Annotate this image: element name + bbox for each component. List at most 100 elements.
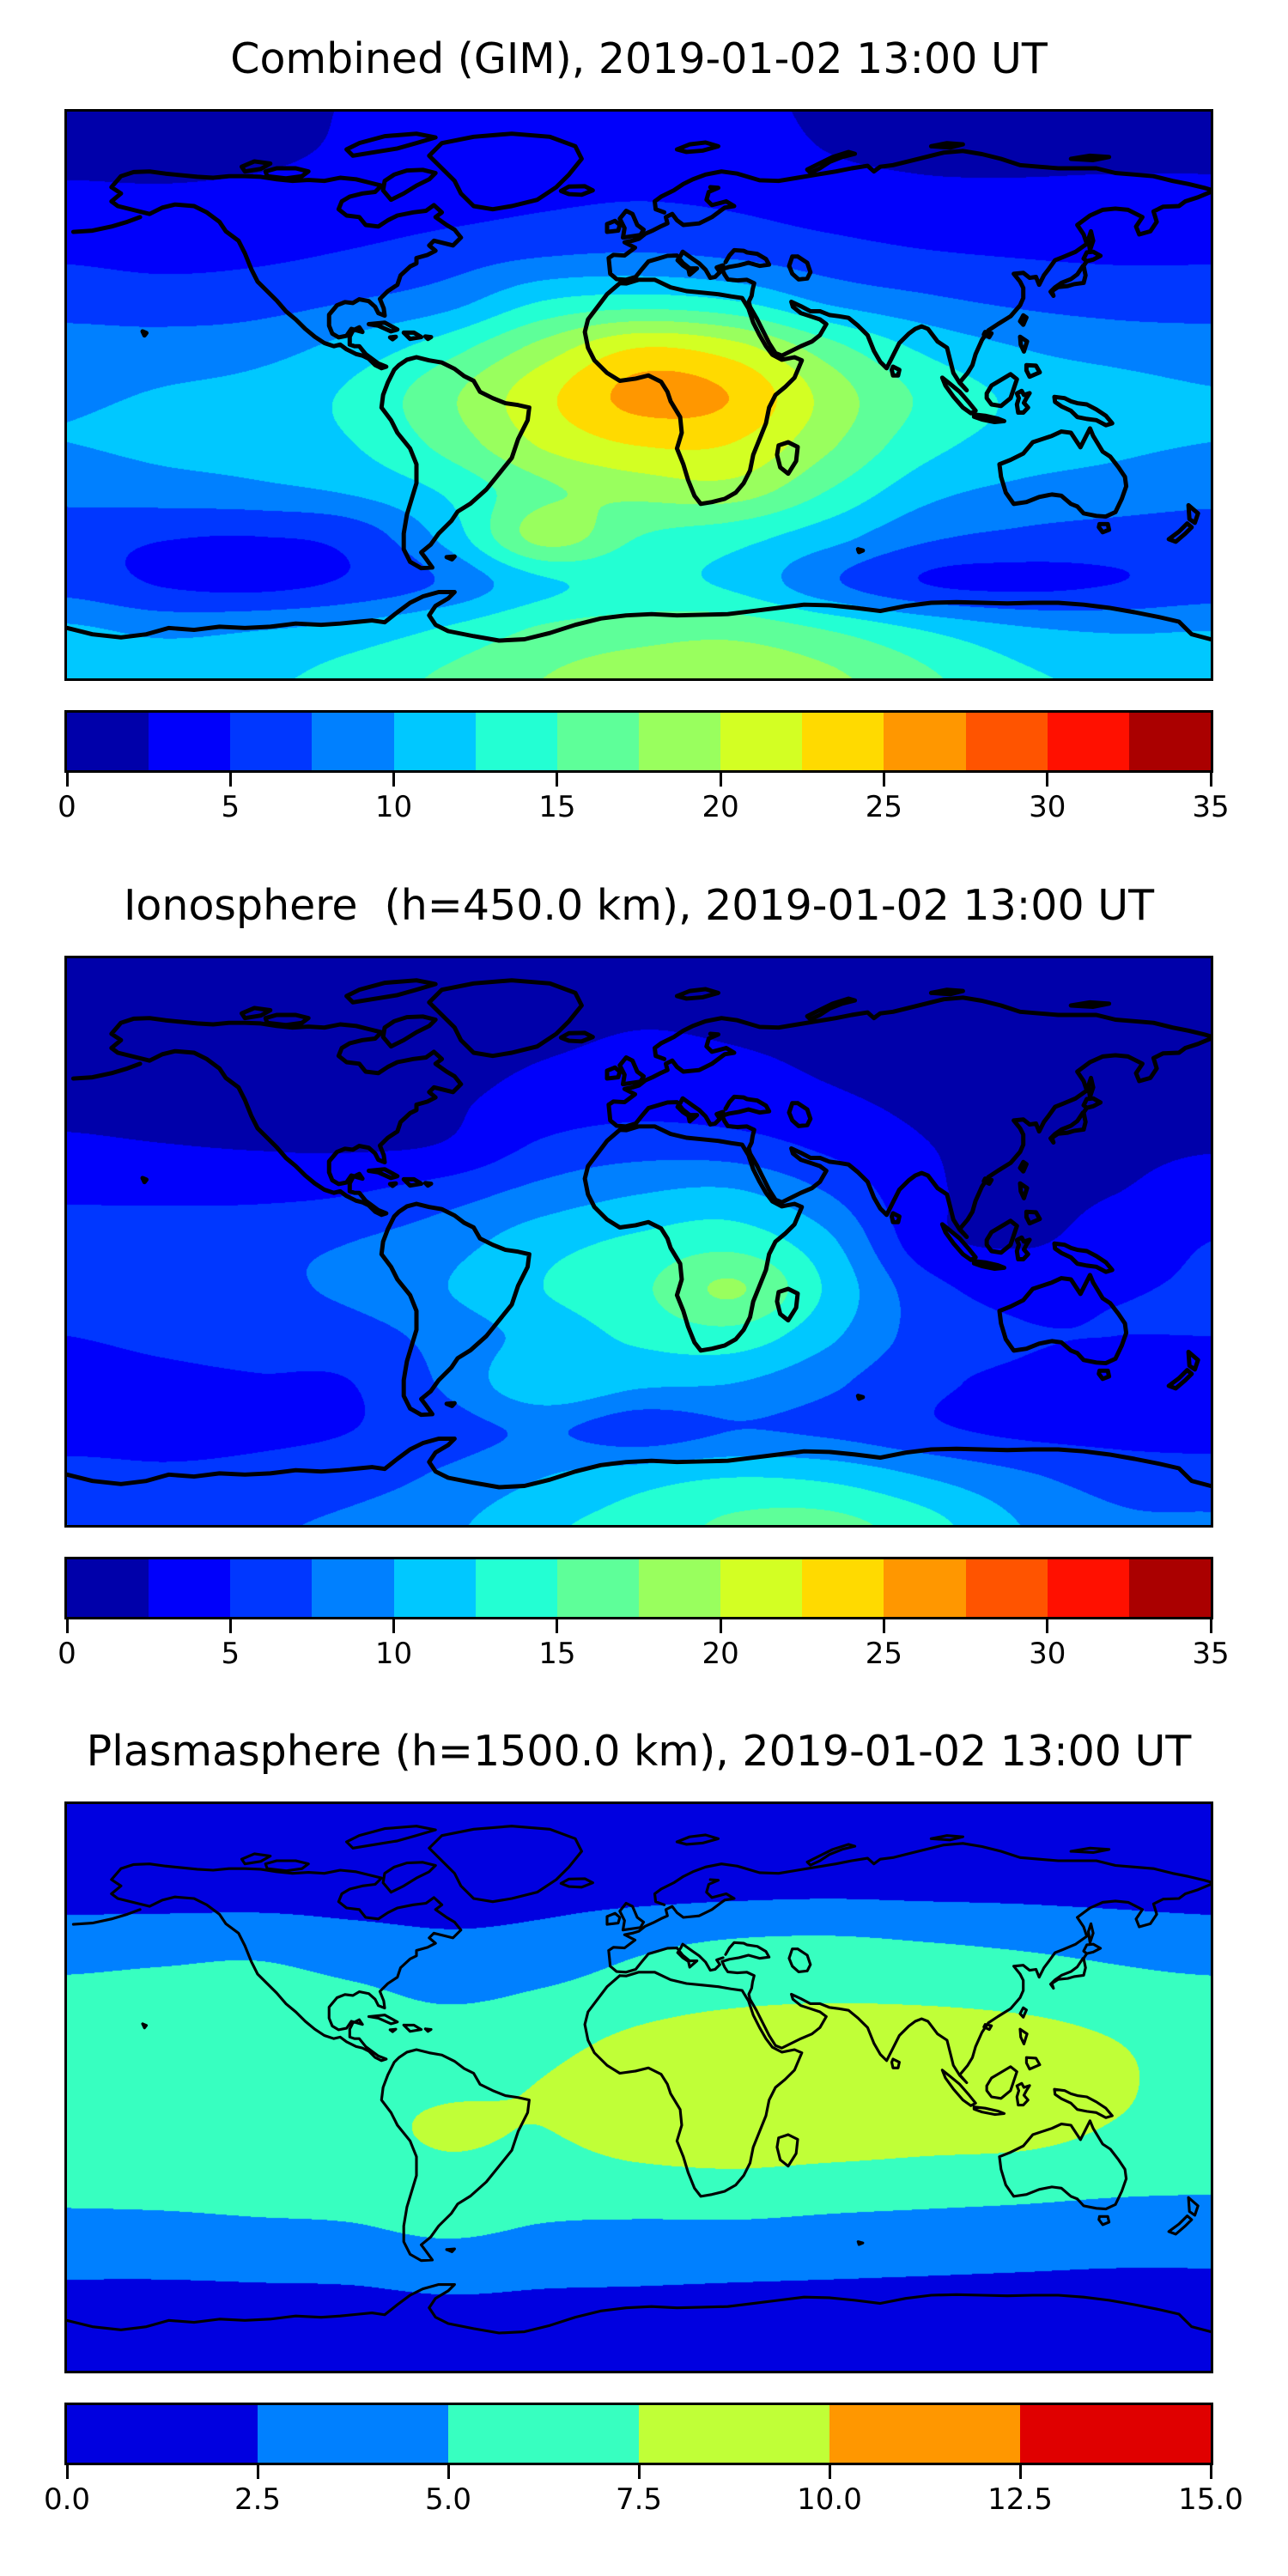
- colorbar-tick-label: 5: [221, 790, 240, 824]
- colorbar-tick-mark: [556, 773, 559, 787]
- colorbar: [64, 1557, 1213, 1619]
- colorbar-tick-mark: [556, 1619, 559, 1633]
- colorbar-tick-label: 2.5: [234, 2482, 282, 2517]
- colorbar-tick-label: 10: [374, 790, 413, 824]
- colorbar-segment: [230, 713, 313, 770]
- colorbar-tick-label: 35: [1192, 1637, 1230, 1671]
- colorbar-tick-mark: [1209, 1619, 1212, 1633]
- colorbar-segment: [802, 1559, 884, 1617]
- colorbar-segment: [965, 713, 1048, 770]
- colorbar-tick-mark: [719, 1619, 722, 1633]
- colorbar-tick-mark: [1046, 1619, 1049, 1633]
- coastlines-overlay: [67, 978, 1211, 1490]
- colorbar-segment: [720, 1559, 803, 1617]
- colorbar-tick-mark: [447, 2465, 450, 2479]
- colorbar-tick-label: 0.0: [43, 2482, 91, 2517]
- colorbar-segment: [802, 713, 884, 770]
- colorbar-tick-label: 25: [865, 790, 903, 824]
- colorbar-segment: [639, 2405, 829, 2463]
- panel-title: Ionosphere (h=450.0 km), 2019-01-02 13:0…: [123, 881, 1155, 930]
- panel-title: Plasmasphere (h=1500.0 km), 2019-01-02 1…: [86, 1727, 1192, 1776]
- coastline-path: [67, 978, 1211, 1490]
- colorbar-segment: [67, 713, 149, 770]
- colorbar: [64, 2403, 1213, 2465]
- colorbar-segment: [475, 1559, 557, 1617]
- map-area: [64, 109, 1213, 681]
- colorbar-tick-label: 5.0: [424, 2482, 472, 2517]
- colorbar-tick-mark: [65, 773, 69, 787]
- colorbar-segment: [67, 2405, 258, 2463]
- colorbar-tick-label: 10: [374, 1637, 413, 1671]
- colorbar-segment: [1128, 1559, 1211, 1617]
- colorbar-tick-label: 30: [1029, 790, 1066, 824]
- colorbar-segment: [829, 2405, 1020, 2463]
- colorbar-tick-mark: [392, 1619, 396, 1633]
- colorbar-tick-mark: [828, 2465, 831, 2479]
- contour-canvas: [67, 1804, 1211, 2371]
- colorbar-tick-mark: [256, 2465, 259, 2479]
- colorbar-segment: [475, 713, 557, 770]
- colorbar-tick-mark: [637, 2465, 641, 2479]
- colorbar-tick-label: 35: [1192, 790, 1230, 824]
- colorbar-tick-mark: [882, 1619, 885, 1633]
- colorbar-segment: [312, 713, 394, 770]
- colorbar-ticks: 0 5 10 15 20 25 30 35: [58, 1619, 1230, 1688]
- colorbar-tick-mark: [1209, 773, 1212, 787]
- colorbar-tick-mark: [65, 2465, 69, 2479]
- colorbar-tick-mark: [65, 1619, 69, 1633]
- colorbar-tick-mark: [228, 1619, 232, 1633]
- colorbar-segment: [149, 713, 231, 770]
- coastline-path: [67, 131, 1211, 643]
- colorbar-segment: [1020, 2405, 1211, 2463]
- coastlines-overlay: [67, 131, 1211, 643]
- colorbar-segment: [884, 713, 966, 770]
- colorbar-tick-label: 10.0: [797, 2482, 862, 2517]
- colorbar-tick-mark: [719, 773, 722, 787]
- colorbar-segment: [556, 713, 639, 770]
- colorbar-segment: [393, 1559, 476, 1617]
- colorbar-ticks: 0.0 2.5 5.0 7.5 10.0 12.5 15.0: [44, 2465, 1243, 2534]
- contour-canvas: [67, 958, 1211, 1525]
- contour-canvas: [67, 112, 1211, 678]
- map-area: [64, 1801, 1213, 2373]
- colorbar-tick-mark: [882, 773, 885, 787]
- coastline-path: [67, 1825, 1211, 2335]
- colorbar-segment: [638, 713, 721, 770]
- colorbar-segment: [149, 1559, 231, 1617]
- colorbar-segment: [448, 2405, 639, 2463]
- map-area: [64, 956, 1213, 1528]
- colorbar-tick-label: 0: [58, 1637, 76, 1671]
- colorbar-tick-label: 7.5: [615, 2482, 663, 2517]
- colorbar-segment: [556, 1559, 639, 1617]
- colorbar-tick-label: 15: [538, 1637, 576, 1671]
- colorbar-tick-mark: [1209, 2465, 1212, 2479]
- colorbar-segment: [1047, 713, 1129, 770]
- colorbar-segment: [884, 1559, 966, 1617]
- colorbar-tick-label: 0: [58, 790, 76, 824]
- colorbar-segment: [638, 1559, 721, 1617]
- colorbar-tick-label: 15.0: [1178, 2482, 1243, 2517]
- colorbar-segment: [720, 713, 803, 770]
- colorbar-segment: [312, 1559, 394, 1617]
- colorbar-tick-mark: [392, 773, 396, 787]
- colorbar-segment: [393, 713, 476, 770]
- colorbar-tick-mark: [1046, 773, 1049, 787]
- colorbar-tick-label: 20: [702, 790, 739, 824]
- colorbar-ticks: 0 5 10 15 20 25 30 35: [58, 773, 1230, 841]
- colorbar-tick-label: 5: [221, 1637, 240, 1671]
- colorbar-tick-label: 25: [865, 1637, 903, 1671]
- colorbar-segment: [1128, 713, 1211, 770]
- colorbar-segment: [230, 1559, 313, 1617]
- colorbar-segment: [1047, 1559, 1129, 1617]
- colorbar-tick-label: 15: [538, 790, 576, 824]
- colorbar-tick-mark: [1018, 2465, 1022, 2479]
- colorbar-segment: [258, 2405, 448, 2463]
- colorbar-tick-mark: [228, 773, 232, 787]
- colorbar-tick-label: 30: [1029, 1637, 1066, 1671]
- panel-title: Combined (GIM), 2019-01-02 13:00 UT: [230, 34, 1048, 83]
- colorbar-tick-label: 20: [702, 1637, 739, 1671]
- colorbar-tick-label: 12.5: [987, 2482, 1053, 2517]
- colorbar-segment: [965, 1559, 1048, 1617]
- colorbar: [64, 710, 1213, 773]
